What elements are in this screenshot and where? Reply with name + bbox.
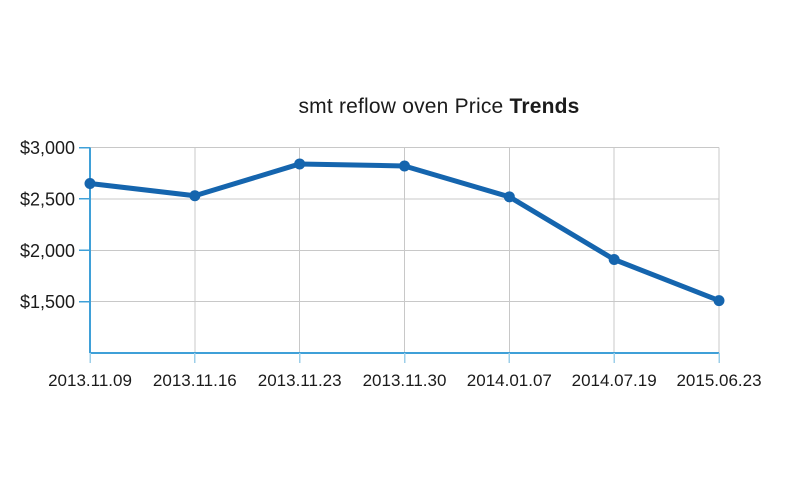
chart-title: smt reflow oven Price Trends bbox=[0, 95, 800, 119]
data-point-2015.06.23 bbox=[713, 295, 725, 307]
chart-title-bold-text: Trends bbox=[509, 95, 580, 118]
x-axis-label: 2013.11.16 bbox=[153, 371, 237, 390]
data-point-2014.07.19 bbox=[608, 253, 620, 265]
data-point-2013.11.30 bbox=[399, 160, 410, 172]
data-point-2014.01.07 bbox=[503, 191, 515, 203]
y-axis-label: $2,500 bbox=[20, 189, 75, 209]
x-axis-label: 2014.01.07 bbox=[467, 371, 552, 390]
y-axis-label: $1,500 bbox=[20, 292, 75, 312]
data-point-2013.11.23 bbox=[294, 158, 306, 170]
x-axis-label: 2013.11.09 bbox=[48, 371, 132, 390]
y-axis-label: $3,000 bbox=[20, 138, 75, 158]
x-axis-label: 2013.11.30 bbox=[363, 371, 447, 390]
data-point-2013.11.09 bbox=[84, 177, 96, 189]
chart-title-text: smt reflow oven Price bbox=[298, 95, 510, 118]
data-point-2013.11.16 bbox=[189, 190, 201, 202]
x-axis-label: 2013.11.23 bbox=[258, 371, 342, 390]
x-axis-label: 2014.07.19 bbox=[572, 371, 657, 390]
y-axis-label: $2,000 bbox=[20, 241, 75, 261]
x-axis-label: 2015.06.23 bbox=[676, 371, 761, 390]
